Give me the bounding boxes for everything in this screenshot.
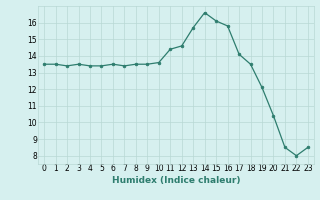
X-axis label: Humidex (Indice chaleur): Humidex (Indice chaleur): [112, 176, 240, 185]
